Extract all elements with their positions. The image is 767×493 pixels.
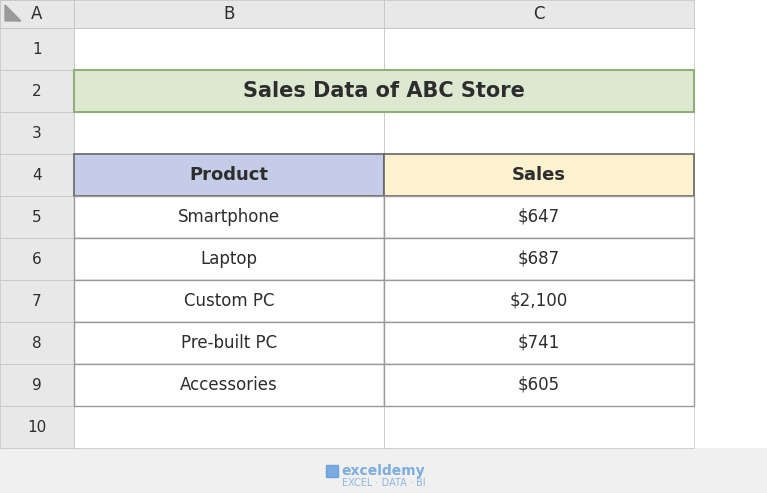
Bar xyxy=(74,364,384,406)
Bar xyxy=(384,322,694,364)
Bar xyxy=(74,322,384,364)
Text: Sales: Sales xyxy=(512,166,566,184)
Bar xyxy=(0,28,74,70)
Text: $2,100: $2,100 xyxy=(510,292,568,310)
Bar xyxy=(384,0,694,28)
Text: 5: 5 xyxy=(32,210,42,224)
Text: Sales Data of ABC Store: Sales Data of ABC Store xyxy=(243,81,525,101)
Bar xyxy=(74,280,384,322)
Text: A: A xyxy=(31,5,43,23)
Bar xyxy=(384,280,694,322)
Bar xyxy=(0,112,74,154)
Text: 10: 10 xyxy=(28,420,47,434)
Text: Accessories: Accessories xyxy=(180,376,278,394)
Bar xyxy=(0,0,74,28)
Bar xyxy=(74,28,384,70)
Text: 4: 4 xyxy=(32,168,42,182)
Text: 1: 1 xyxy=(32,41,42,57)
Bar xyxy=(74,70,694,112)
Bar xyxy=(384,28,694,70)
Bar xyxy=(74,70,384,112)
Bar xyxy=(74,238,384,280)
Text: exceldemy: exceldemy xyxy=(341,464,426,478)
Text: C: C xyxy=(533,5,545,23)
Bar xyxy=(384,154,694,196)
Bar xyxy=(0,322,74,364)
Text: $647: $647 xyxy=(518,208,560,226)
Text: Pre-built PC: Pre-built PC xyxy=(181,334,277,352)
Text: 8: 8 xyxy=(32,336,42,351)
Text: Custom PC: Custom PC xyxy=(184,292,275,310)
Bar xyxy=(384,70,694,112)
Bar xyxy=(384,196,694,238)
Bar xyxy=(0,406,74,448)
Text: Product: Product xyxy=(189,166,268,184)
Text: 3: 3 xyxy=(32,126,42,141)
Bar xyxy=(0,238,74,280)
Text: B: B xyxy=(223,5,235,23)
Bar xyxy=(0,70,74,112)
Bar xyxy=(0,280,74,322)
Bar xyxy=(384,406,694,448)
Text: $741: $741 xyxy=(518,334,560,352)
Bar xyxy=(0,364,74,406)
Text: Smartphone: Smartphone xyxy=(178,208,280,226)
Text: 9: 9 xyxy=(32,378,42,392)
Bar xyxy=(74,196,384,238)
Text: 6: 6 xyxy=(32,251,42,267)
Bar xyxy=(384,322,694,364)
Text: EXCEL · DATA · BI: EXCEL · DATA · BI xyxy=(341,478,426,488)
Bar xyxy=(384,280,694,322)
Bar xyxy=(384,112,694,154)
Bar xyxy=(0,154,74,196)
Bar xyxy=(0,196,74,238)
Bar xyxy=(74,112,384,154)
Bar xyxy=(74,154,384,196)
Text: 2: 2 xyxy=(32,83,42,99)
Text: $687: $687 xyxy=(518,250,560,268)
Bar xyxy=(384,364,694,406)
Bar xyxy=(74,154,384,196)
Bar xyxy=(384,238,694,280)
Bar xyxy=(74,280,384,322)
Bar xyxy=(74,0,384,28)
Bar xyxy=(74,196,384,238)
Text: 7: 7 xyxy=(32,293,42,309)
Text: Laptop: Laptop xyxy=(200,250,258,268)
Bar xyxy=(74,322,384,364)
Bar xyxy=(384,364,694,406)
Bar xyxy=(0,0,74,28)
Text: $605: $605 xyxy=(518,376,560,394)
Bar xyxy=(384,196,694,238)
Polygon shape xyxy=(5,5,21,21)
Bar xyxy=(74,364,384,406)
Bar xyxy=(74,238,384,280)
Bar xyxy=(384,238,694,280)
Bar xyxy=(384,154,694,196)
Bar xyxy=(74,406,384,448)
